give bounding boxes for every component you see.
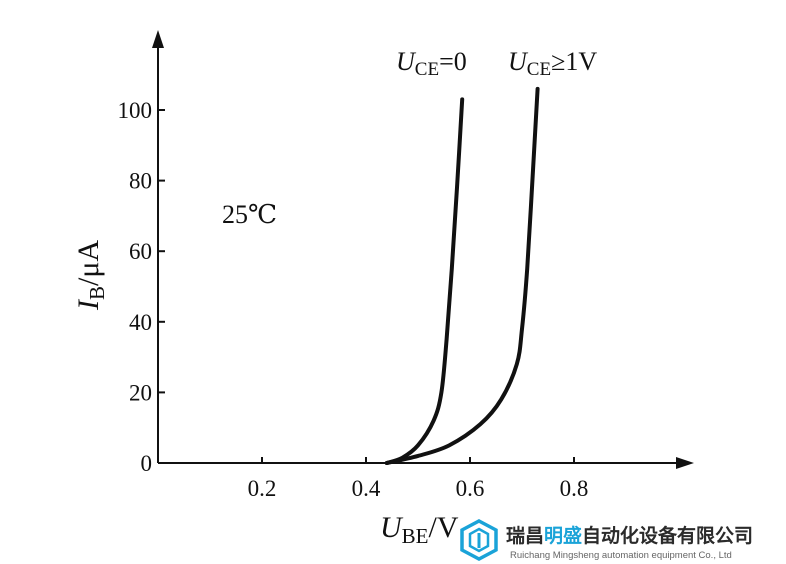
y-axis-title: IB/μA	[72, 240, 109, 311]
company-watermark: 瑞昌明盛自动化设备有限公司 Ruichang Mingsheng automat…	[458, 518, 786, 564]
x-axis-title-subscript: BE	[402, 524, 429, 548]
series-label-suffix: ≥1V	[551, 47, 597, 76]
axes	[152, 30, 694, 469]
watermark-name-post: 自动化设备有限公司	[582, 524, 753, 547]
series-label-suffix: =0	[439, 47, 467, 76]
y-tick-label: 20	[129, 380, 152, 405]
y-tick-label: 0	[141, 451, 153, 476]
y-tick-label: 80	[129, 169, 152, 194]
y-axis-title-unit: /μA	[72, 240, 105, 286]
watermark-name-brand: 明盛	[544, 524, 582, 547]
x-axis-arrow	[676, 457, 694, 469]
y-axis-title-symbol: I	[72, 298, 105, 311]
temperature-annotation: 25℃	[222, 200, 277, 229]
watermark-name-pre: 瑞昌	[506, 524, 544, 547]
x-axis-title: UBE/V	[380, 511, 459, 548]
series-label-subscript: CE	[415, 59, 439, 80]
series-line-uce-1v	[384, 86, 540, 465]
watermark-company-name: 瑞昌明盛自动化设备有限公司	[506, 524, 753, 547]
x-tick-label: 0.4	[352, 476, 381, 501]
tick-labels: 0.2 0.4 0.6 0.8 0 20 40 60 80 100	[118, 98, 589, 501]
y-tick-label: 100	[118, 98, 153, 123]
y-axis-title-subscript: B	[85, 286, 109, 300]
y-tick-label: 60	[129, 239, 152, 264]
watermark-background	[458, 518, 786, 564]
curves	[384, 86, 540, 465]
x-axis-title-unit: /V	[429, 511, 459, 544]
y-axis-arrow	[152, 30, 164, 48]
x-axis-title-symbol: U	[380, 511, 404, 544]
x-tick-label: 0.6	[456, 476, 485, 501]
series-label-subscript: CE	[527, 59, 551, 80]
series-line-uce-0	[384, 97, 465, 465]
series-label-symbol: U	[396, 47, 417, 76]
series-label-symbol: U	[508, 47, 529, 76]
y-tick-label: 40	[129, 310, 152, 335]
ticks	[158, 109, 575, 463]
series-label-uce-0: UCE=0	[396, 47, 467, 80]
watermark-english-name: Ruichang Mingsheng automation equipment …	[510, 550, 732, 561]
x-tick-label: 0.2	[248, 476, 277, 501]
x-tick-label: 0.8	[560, 476, 589, 501]
series-label-uce-1v: UCE≥1V	[508, 47, 597, 80]
company-logo-icon	[460, 519, 498, 561]
